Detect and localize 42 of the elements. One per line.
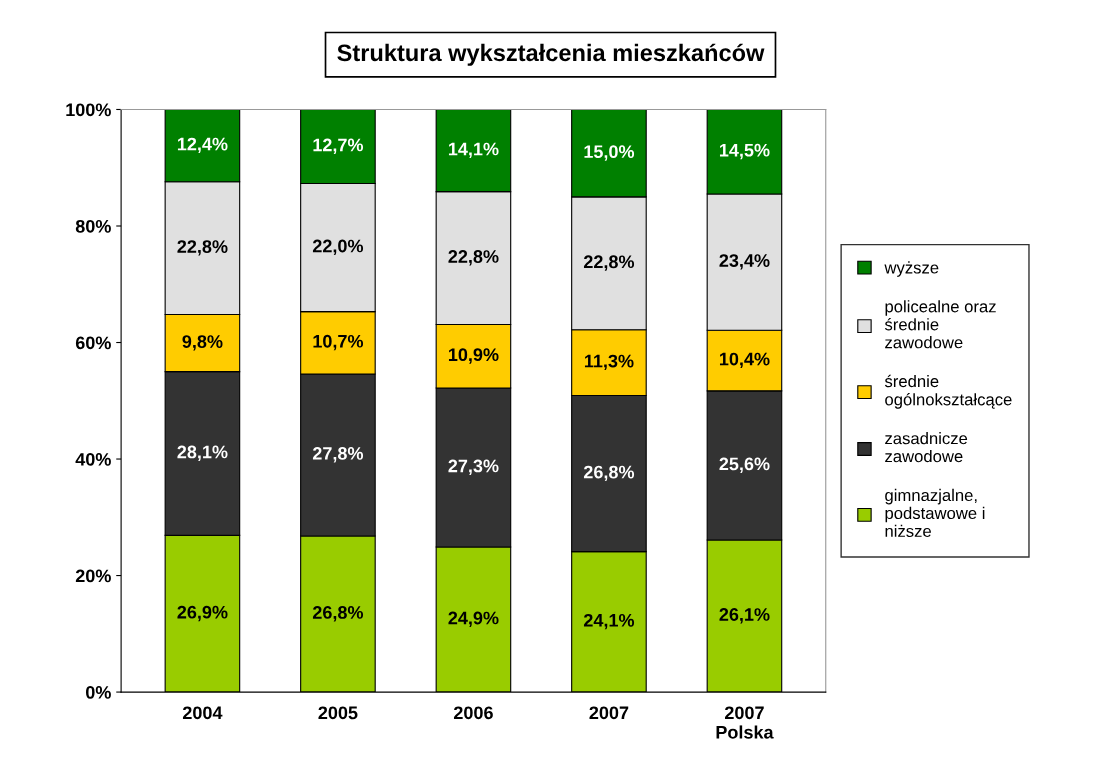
data-label: 23,4% (719, 254, 770, 270)
data-label: 10,9% (448, 348, 499, 364)
data-label: 26,9% (177, 605, 228, 622)
data-label: 24,9% (448, 611, 499, 627)
y-tick-label: 0% (86, 686, 111, 699)
x-tick-label: 2007 (589, 706, 629, 720)
data-label: 22,0% (312, 239, 364, 256)
data-label: 27,8% (312, 447, 364, 463)
x-tick-label: 2007 Polska (716, 706, 774, 739)
data-label: 28,1% (177, 445, 228, 461)
data-label: 12,7% (313, 138, 364, 154)
data-label: 14,5% (719, 143, 770, 160)
data-label: 9,8% (182, 335, 223, 351)
legend-label: średnie ogólnokształcące (884, 374, 1012, 409)
data-label: 10,7% (313, 334, 364, 351)
legend-label: wyższe (884, 261, 939, 277)
x-tick-label: 2005 (318, 706, 358, 720)
y-tick-label: 100% (66, 103, 111, 117)
y-tick-label: 20% (75, 569, 111, 583)
y-tick-label: 80% (75, 219, 111, 233)
data-label: 22,8% (583, 255, 635, 271)
x-tick-label: 2004 (182, 706, 223, 720)
data-label: 12,4% (177, 137, 228, 154)
data-label: 26,8% (583, 465, 635, 482)
y-tick-label: 40% (75, 452, 111, 466)
y-tick-label: 60% (75, 336, 111, 350)
data-label: 24,1% (583, 613, 635, 630)
data-label: 26,8% (312, 606, 364, 622)
chart-title: Struktura wykształcenia mieszkańców (337, 43, 765, 66)
data-label: 15,0% (584, 145, 635, 161)
legend-label: zasadnicze zawodowe (885, 432, 968, 463)
data-label: 14,1% (448, 142, 499, 159)
x-tick-label: 2006 (453, 706, 493, 720)
legend-label: gimnazjalne, podstawowe i niższe (885, 488, 985, 538)
data-label: 26,1% (719, 608, 770, 624)
data-label: 11,3% (584, 354, 634, 371)
data-label: 25,6% (719, 457, 770, 473)
data-label: 22,8% (177, 240, 228, 256)
data-label: 10,4% (719, 352, 770, 369)
data-label: 22,8% (448, 250, 499, 266)
legend-label: policealne oraz średnie zawodowe (884, 300, 996, 349)
data-label: 27,3% (448, 459, 499, 475)
